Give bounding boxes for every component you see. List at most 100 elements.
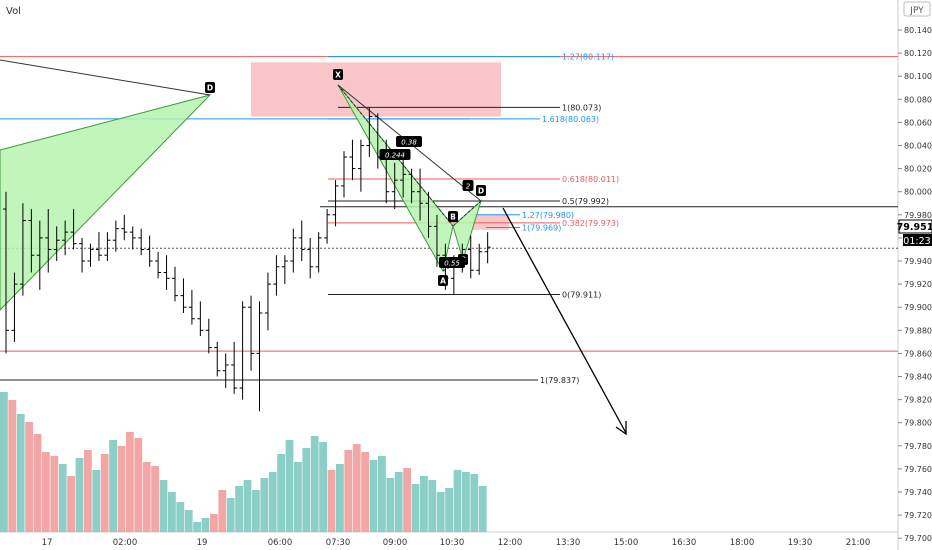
volume-bar (386, 478, 395, 532)
price-tick-label: 79.980 (904, 211, 932, 220)
time-tick-label: 10:30 (440, 538, 465, 548)
fib-level-label: 0.618(80.011) (562, 175, 619, 184)
fib-level-label: 1(80.073) (562, 103, 601, 112)
volume-bar (50, 456, 59, 532)
price-tick-label: 79.780 (904, 442, 932, 451)
volume-bar (310, 436, 319, 532)
price-tick-label: 79.860 (904, 349, 932, 358)
volume-bar (243, 480, 252, 532)
pattern-point-badge (333, 69, 343, 80)
volume-bar (394, 472, 403, 532)
labels-layer: 1.27(80.117) 1(80.073) 1.618(80.063) 0.618(… (205, 53, 619, 385)
volume-bar (327, 470, 336, 532)
volume-bar (445, 488, 453, 532)
left-pattern-triangle (0, 94, 212, 311)
price-tick-label: 79.940 (904, 257, 932, 266)
volume-bar (436, 492, 445, 532)
ratio-badge (396, 136, 422, 147)
fib-level-label: 1(79.969) (522, 224, 561, 233)
ratio-badge (462, 180, 474, 191)
fib-level-label: 1(79.837) (540, 376, 579, 385)
time-tick-label: 16:30 (672, 538, 697, 548)
ratio-badge (379, 149, 411, 160)
pattern-layer (0, 59, 482, 311)
volume-bar (42, 452, 50, 532)
volume-bar (277, 454, 285, 532)
volume-bar (478, 486, 487, 532)
fib-level-label: 1.27(79.980) (522, 211, 574, 220)
vol-label: Vol (6, 6, 21, 17)
pattern-point-label: D (478, 187, 484, 196)
projection-arrow[interactable] (502, 207, 627, 436)
time-tick-label: 07:30 (326, 538, 351, 548)
volume-bar (428, 480, 437, 532)
volume-bar (0, 392, 8, 532)
ratio-badge (439, 257, 465, 268)
time-tick-label: 12:00 (498, 538, 523, 548)
price-tick-label: 79.800 (904, 419, 932, 428)
time-tick-label: 15:00 (614, 538, 639, 548)
time-tick-label: 17 (42, 538, 53, 548)
volume-bar (151, 466, 159, 532)
pattern-point-badge (448, 211, 458, 222)
volume-bar (453, 470, 462, 532)
last-price-text: 79.951 (897, 222, 932, 233)
price-tick-label: 80.140 (904, 26, 932, 35)
price-tick-label: 79.720 (904, 511, 932, 520)
time-tick-label: 18:00 (730, 538, 755, 548)
volume-bar (193, 522, 201, 532)
volume-bar (117, 446, 126, 532)
currency-label: JPY (909, 6, 924, 16)
volume-bar (176, 502, 185, 532)
fib-level-label: 0.382(79.973) (562, 219, 619, 228)
price-tick-label: 79.920 (904, 280, 932, 289)
last-price-badge: 79.951 01:23 (897, 219, 932, 247)
volume-bar (403, 468, 411, 532)
price-tick-label: 80.040 (904, 142, 932, 151)
volume-bar (420, 476, 428, 532)
volume-bar (344, 450, 353, 532)
volume-bar (210, 514, 218, 532)
time-axis[interactable]: 17 02:00 19 06:00 07:30 09:00 10:30 12:00 13:30 1… (42, 538, 871, 548)
volume-bar (252, 490, 260, 532)
left-xd-line (0, 59, 211, 96)
volume-bar (109, 440, 117, 532)
ratio-label: 0.244 (385, 152, 405, 160)
volume-bar (201, 518, 210, 532)
currency-badge[interactable]: JPY (903, 1, 931, 17)
price-tick-label: 79.840 (904, 373, 932, 382)
volume-bar (75, 458, 84, 532)
fib-level-label: 0(79.911) (562, 290, 601, 299)
volume-bar (235, 486, 243, 532)
price-tick-label: 80.000 (904, 188, 932, 197)
volume-bar (126, 432, 134, 532)
volume-bar (134, 438, 143, 532)
countdown-text: 01:23 (903, 236, 930, 247)
volume-bar (67, 476, 75, 532)
volume-bar (294, 462, 302, 532)
volume-bar (168, 492, 176, 532)
price-tick-label: 80.060 (904, 118, 932, 127)
ratio-label: 0.55 (444, 260, 460, 268)
volume-bar (319, 442, 327, 532)
fib-level-label: 1.27(80.117) (562, 53, 614, 62)
volume-bar (352, 444, 361, 532)
volume-bar (268, 472, 277, 532)
price-axis[interactable]: 80.140 80.120 80.100 80.080 80.060 80.040 80.0… (898, 26, 932, 543)
volume-bar (218, 490, 227, 532)
volume-bar (361, 452, 369, 532)
ohlc-bars-layer (3, 107, 491, 412)
price-tick-label: 80.120 (904, 49, 932, 58)
volume-bar (302, 448, 311, 532)
volume-bar (462, 472, 470, 532)
pattern-point-label: D (207, 84, 213, 93)
volume-bar (184, 510, 193, 532)
ratio-label: 2 (466, 183, 471, 191)
price-tick-label: 79.740 (904, 488, 932, 497)
price-tick-label: 80.100 (904, 72, 932, 81)
volume-layer (0, 392, 487, 532)
bd-dashed-line (452, 200, 482, 227)
volume-bar (16, 414, 25, 532)
pattern-point-label: X (335, 71, 341, 80)
